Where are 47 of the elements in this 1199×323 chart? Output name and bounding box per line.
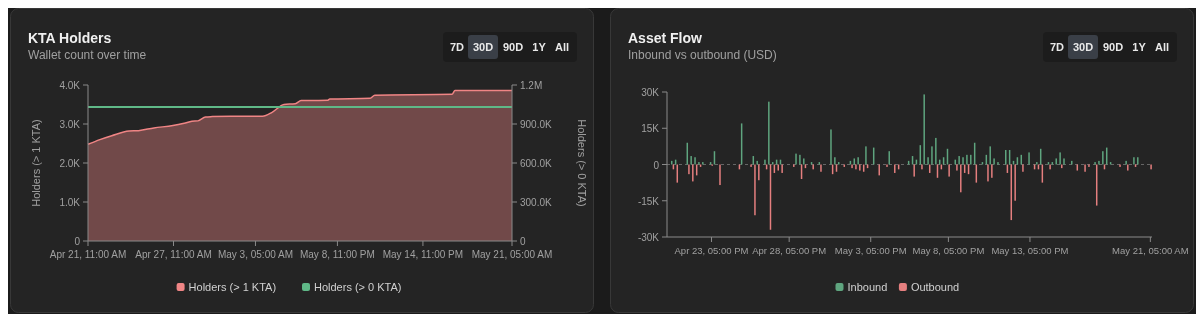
legend-label: Holders (> 1 KTA) (188, 281, 277, 293)
x-tick-label: Apr 27, 11:00 AM (135, 249, 212, 260)
x-tick-label: May 8, 11:00 PM (299, 249, 375, 260)
y-tick-label: 0 (653, 159, 660, 171)
x-tick-label: May 14, 11:00 PM (382, 249, 464, 260)
text: 90D (502, 41, 524, 53)
text: All (1154, 41, 1170, 53)
text: 30D (472, 41, 494, 53)
x-tick-label: May 21, 05:00 AM (471, 249, 553, 260)
text: 1Y (532, 41, 547, 53)
text: All (554, 41, 570, 53)
x-tick-label: May 3, 05:00 PM (834, 245, 907, 256)
y-tick-label: 2.0K (59, 158, 81, 169)
text: 1Y (1132, 41, 1147, 53)
chart-subtitle: Inbound vs outbound (USD) (628, 48, 777, 62)
x-tick-label: May 21, 05:00 AM (1112, 245, 1189, 256)
y2-tick-label: 0 (520, 236, 526, 247)
y-axis-title: Holders (> 1 KTA) (30, 119, 42, 207)
x-tick-label: Apr 23, 05:00 PM (674, 245, 749, 256)
y2-tick-label: 1.2M (520, 80, 543, 91)
text: 7D (1049, 41, 1065, 53)
y-tick-label: -15K (637, 195, 660, 207)
x-tick-label: May 3, 05:00 AM (217, 249, 293, 260)
y2-axis-title: Holders (> 0 KTA) (576, 119, 588, 207)
chart-subtitle: Wallet count over time (28, 48, 147, 62)
y-tick-label: 3.0K (59, 119, 81, 130)
x-tick-label: Apr 28, 05:00 PM (752, 245, 827, 256)
legend-label: Inbound (847, 281, 888, 293)
y-tick-label: 1.0K (59, 197, 81, 208)
legend-label: Outbound (910, 281, 960, 293)
x-tick-label: May 13, 05:00 PM (991, 245, 1069, 256)
text: 90D (1102, 41, 1124, 53)
text: 7D (449, 41, 465, 53)
chart-title: KTA Holders (28, 30, 112, 46)
y-tick-label: 15K (641, 123, 660, 135)
chart-title: Asset Flow (628, 30, 703, 46)
y2-tick-label: 300.0K (520, 197, 553, 208)
y2-tick-label: 900.0K (520, 119, 553, 130)
y2-tick-label: 600.0K (520, 158, 553, 169)
y-tick-label: 0 (74, 236, 81, 247)
x-tick-label: May 8, 05:00 PM (912, 245, 985, 256)
x-tick-label: Apr 21, 11:00 AM (49, 249, 127, 260)
y-tick-label: 4.0K (59, 80, 81, 91)
text: 30D (1072, 41, 1094, 53)
y-tick-label: -30K (637, 232, 660, 243)
y-tick-label: 30K (641, 87, 660, 98)
legend-label: Holders (> 0 KTA) (314, 281, 402, 293)
